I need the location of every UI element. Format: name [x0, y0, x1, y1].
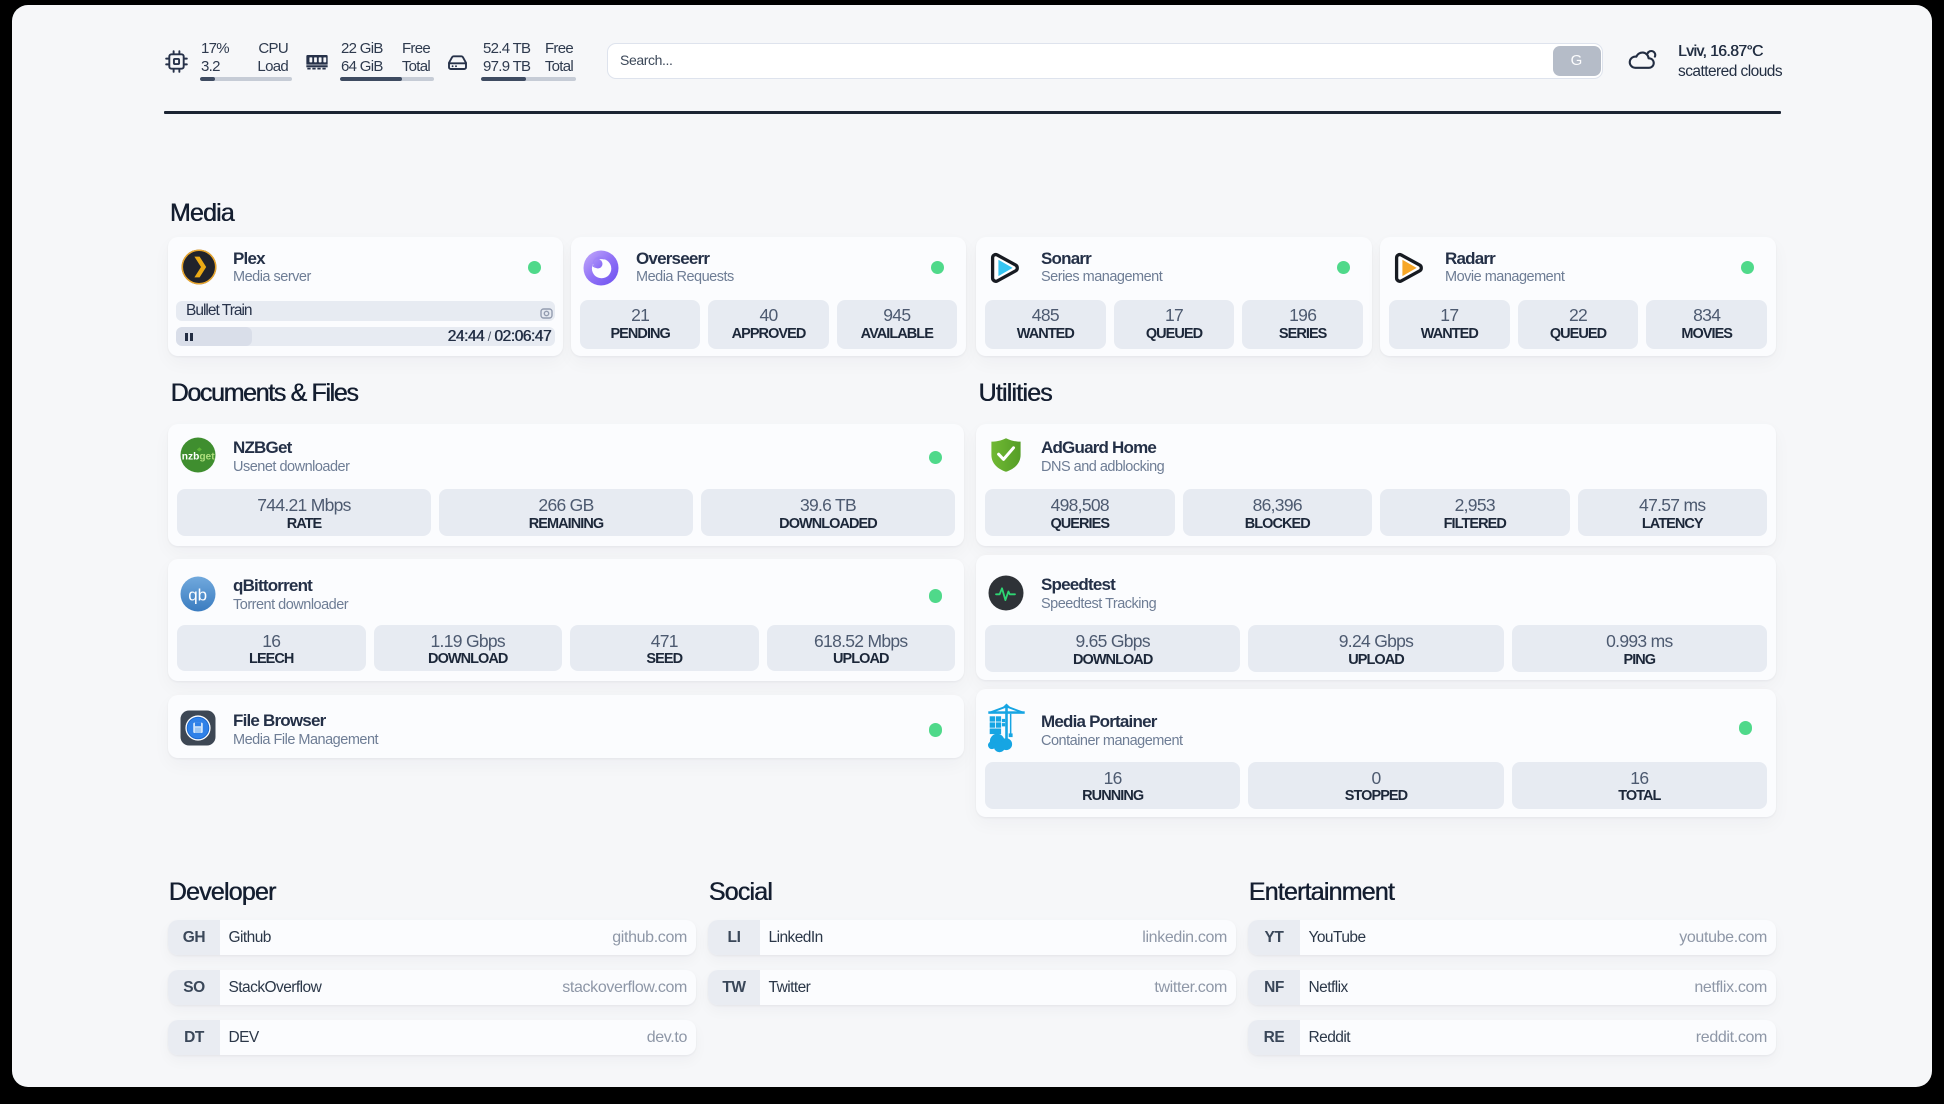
svg-text:qb: qb — [188, 585, 207, 604]
svg-text:nzbget: nzbget — [182, 451, 215, 462]
